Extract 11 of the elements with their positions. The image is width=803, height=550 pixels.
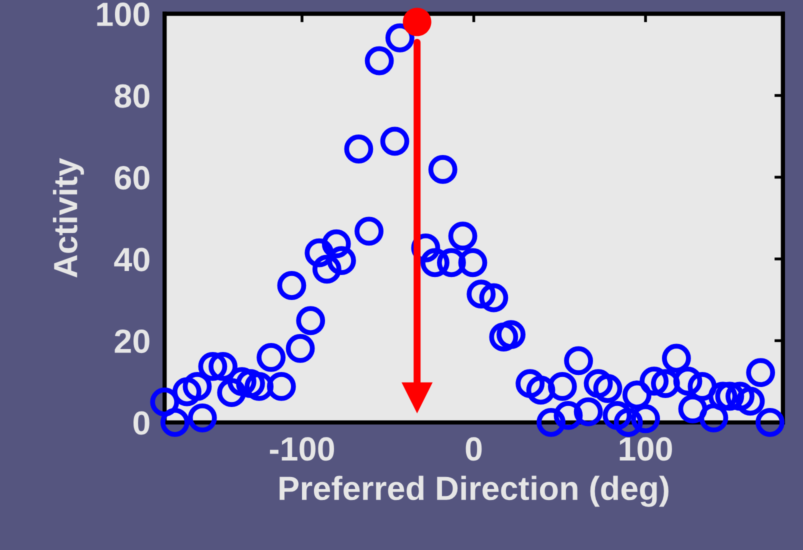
x-axis-title: Preferred Direction (deg)	[280, 476, 668, 507]
y-tick-label: 0	[134, 411, 150, 435]
x-tick-label: -100	[270, 437, 334, 461]
x-tick-label: 100	[620, 437, 672, 461]
y-tick-label: 60	[114, 166, 150, 190]
y-tick-label: 80	[114, 84, 150, 108]
y-tick-label: 100	[97, 2, 150, 26]
x-tick-label: 0	[466, 437, 482, 461]
y-tick-label: 40	[114, 248, 150, 272]
y-axis-title: Activity	[52, 158, 84, 278]
y-tick-label: 20	[114, 329, 150, 354]
